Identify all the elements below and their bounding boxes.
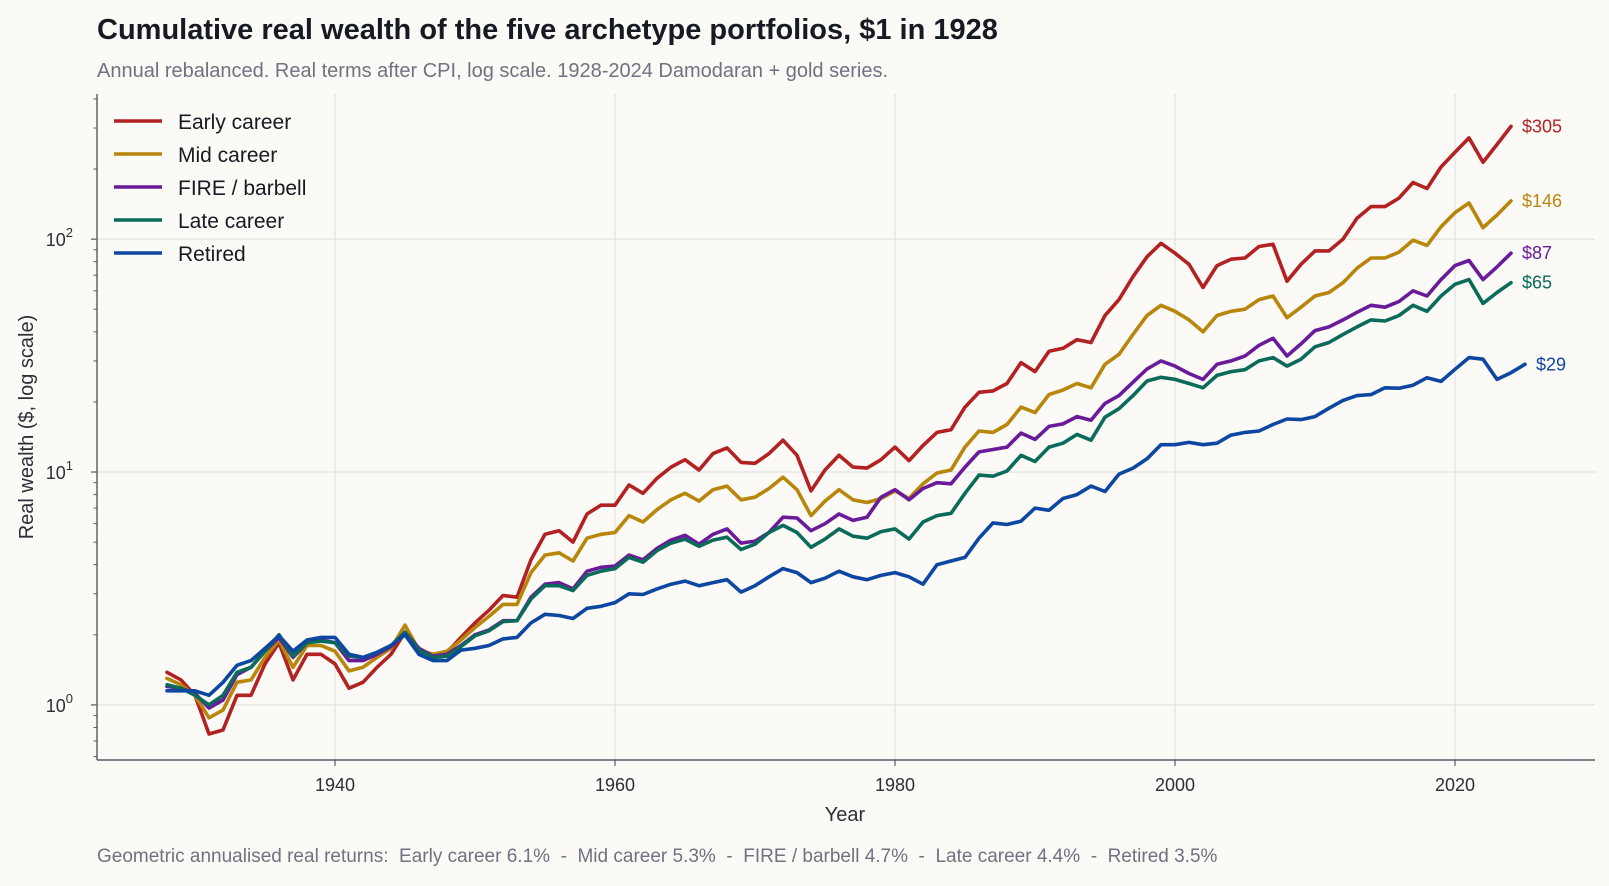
- legend-label: Mid career: [178, 144, 277, 167]
- x-tick-label: 2000: [1155, 775, 1195, 795]
- grid-lines: [97, 94, 1595, 760]
- chart-subtitle: Annual rebalanced. Real terms after CPI,…: [97, 60, 889, 82]
- end-value-label: $29: [1536, 354, 1566, 374]
- series-line-retired: [165, 355, 1527, 698]
- end-value-label: $87: [1522, 243, 1552, 263]
- end-value-label: $65: [1522, 273, 1552, 293]
- series-line-mid-career: [165, 199, 1513, 720]
- chart-title: Cumulative real wealth of the five arche…: [97, 14, 998, 46]
- x-tick-label: 1940: [315, 775, 355, 795]
- legend-label: Retired: [178, 243, 246, 266]
- y-tick-base: 10: [46, 696, 66, 716]
- x-axis-title: Year: [825, 804, 866, 826]
- series-line-early-career: [165, 124, 1513, 736]
- y-tick-label: 102: [46, 225, 73, 250]
- x-tick-label: 1960: [595, 775, 635, 795]
- x-tick-label: 2020: [1435, 775, 1475, 795]
- y-tick-label: 100: [46, 691, 73, 716]
- legend: Early career Mid career FIRE / barbell Late…: [114, 111, 306, 266]
- legend-label: Late career: [178, 210, 284, 233]
- y-tick-base: 10: [46, 230, 66, 250]
- end-value-label: $305: [1522, 116, 1562, 136]
- y-tick-base: 10: [46, 463, 66, 483]
- legend-label: FIRE / barbell: [178, 177, 306, 200]
- y-tick-exponent: 1: [66, 458, 73, 473]
- legend-label: Early career: [178, 111, 291, 134]
- y-tick-exponent: 2: [66, 225, 73, 240]
- x-tick-label: 1980: [875, 775, 915, 795]
- y-axis-title: Real wealth ($, log scale): [16, 315, 38, 540]
- end-value-label: $146: [1522, 191, 1562, 211]
- series-lines: $305 $146 $87 $65 $29: [165, 116, 1566, 736]
- series-line-fire-barbell: [165, 251, 1513, 710]
- returns-footnote: Geometric annualised real returns: Early…: [97, 846, 1218, 867]
- series-line-late-career: [165, 277, 1513, 707]
- y-tick-exponent: 0: [66, 691, 73, 706]
- y-tick-label: 101: [46, 458, 73, 483]
